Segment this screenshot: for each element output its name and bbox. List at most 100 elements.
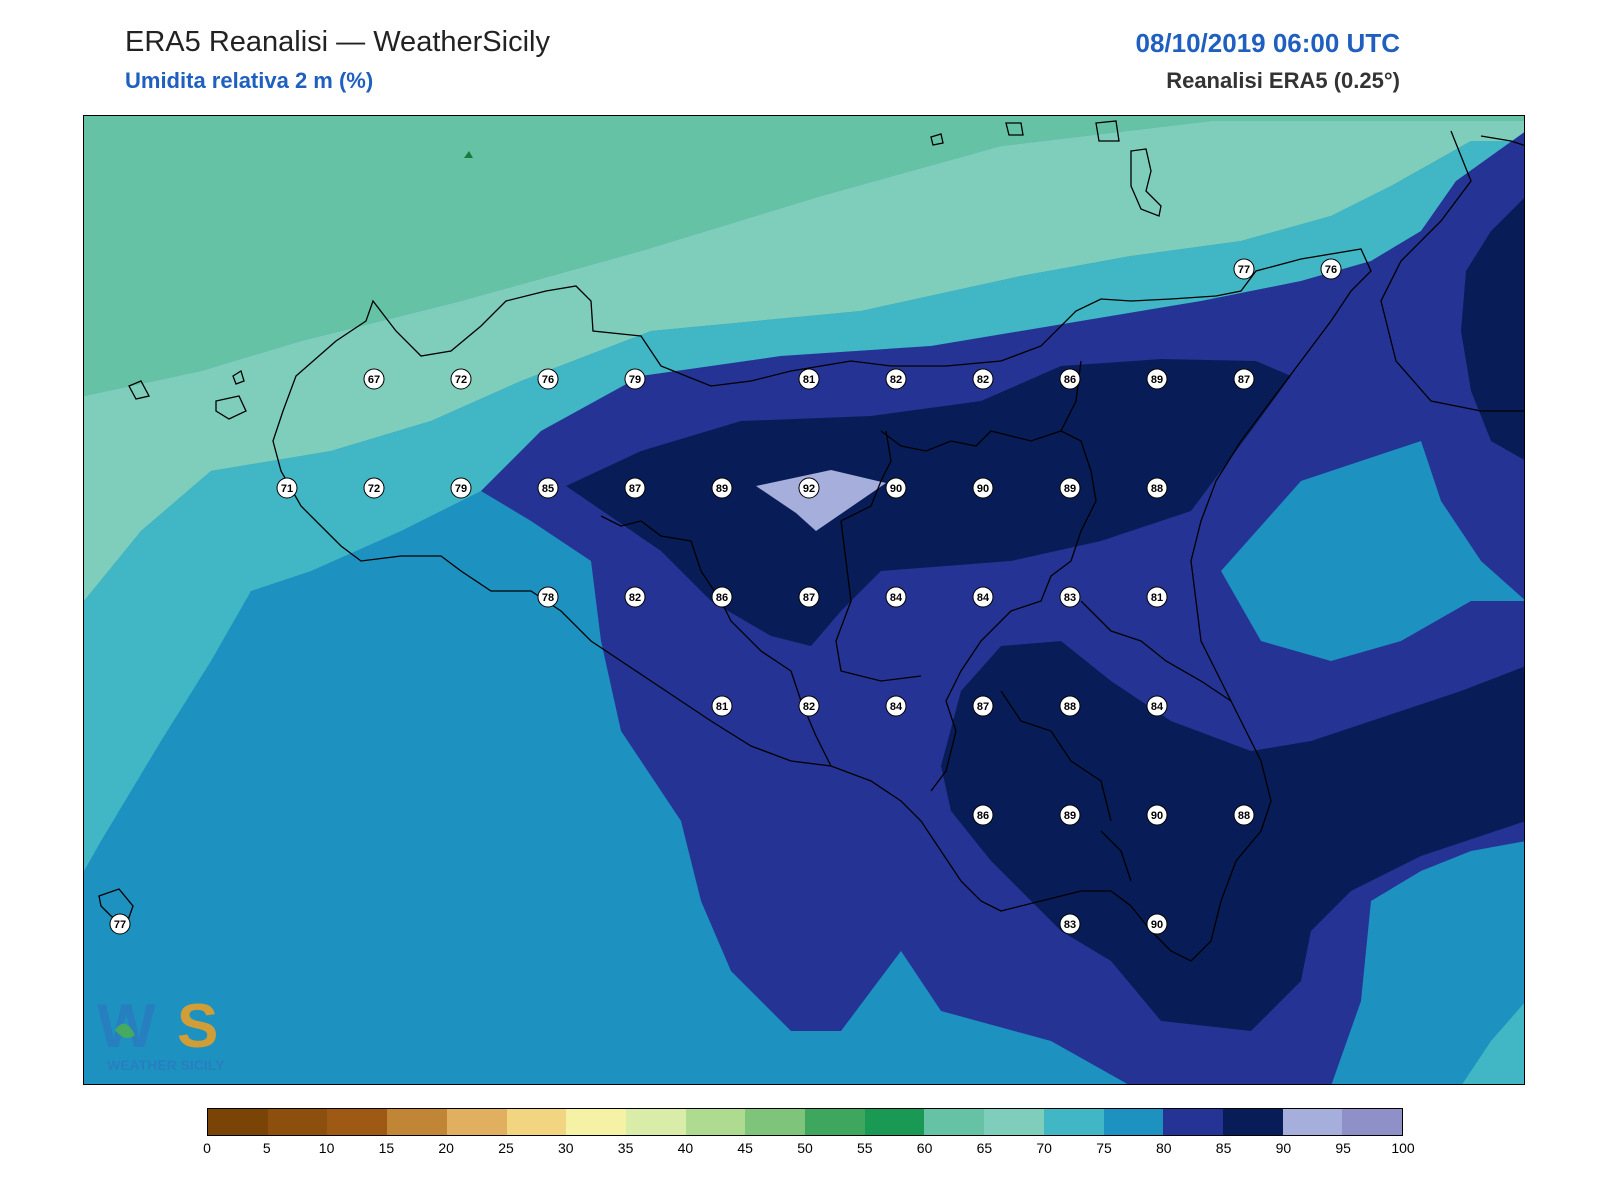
colorbar-tick: 35	[617, 1140, 634, 1156]
station-value: 82	[624, 586, 646, 608]
colorbar-segment	[685, 1109, 746, 1135]
station-value: 84	[1146, 695, 1168, 717]
colorbar-segment	[745, 1109, 806, 1135]
station-value: 86	[972, 804, 994, 826]
station-value: 90	[972, 477, 994, 499]
svg-text:82: 82	[629, 592, 641, 604]
svg-text:82: 82	[977, 374, 989, 386]
svg-text:72: 72	[455, 374, 467, 386]
colorbar-tick: 15	[378, 1140, 395, 1156]
station-value: 81	[711, 695, 733, 717]
station-value: 76	[1320, 258, 1342, 280]
colorbar-segment	[1342, 1109, 1403, 1135]
station-value: 82	[972, 368, 994, 390]
station-value: 84	[972, 586, 994, 608]
svg-text:72: 72	[368, 483, 380, 495]
colorbar-tick: 90	[1275, 1140, 1292, 1156]
colorbar-segment	[984, 1109, 1044, 1135]
colorbar-segment	[327, 1109, 388, 1135]
station-value: 88	[1059, 695, 1081, 717]
colorbar-tick: 50	[797, 1140, 813, 1156]
colorbar-segment	[1103, 1109, 1164, 1135]
band-90-95	[756, 470, 886, 531]
svg-text:77: 77	[1238, 264, 1250, 276]
colorbar-tick: 30	[558, 1140, 574, 1156]
station-value: 82	[798, 695, 820, 717]
colorbar-segment	[387, 1109, 447, 1135]
humidity-map: 67 72 76 79 81 82 82 86 89 87 77 76 71 72 79 85 87 89 92 90…	[83, 115, 1525, 1085]
svg-text:88: 88	[1238, 810, 1250, 822]
colorbar	[207, 1108, 1403, 1136]
station-value: 71	[276, 477, 298, 499]
station-value: 87	[972, 695, 994, 717]
colorbar-segment	[625, 1109, 686, 1135]
colorbar-tick: 85	[1215, 1140, 1232, 1156]
colorbar-segment	[864, 1109, 925, 1135]
svg-text:83: 83	[1064, 919, 1076, 931]
island-marker	[464, 151, 473, 158]
station-value: 87	[798, 586, 820, 608]
map-title: ERA5 Reanalisi — WeatherSicily	[125, 26, 550, 58]
svg-text:88: 88	[1151, 483, 1163, 495]
svg-text:86: 86	[716, 592, 728, 604]
svg-text:90: 90	[890, 483, 902, 495]
svg-text:76: 76	[1325, 264, 1337, 276]
station-value: 89	[1146, 368, 1168, 390]
svg-text:87: 87	[1238, 374, 1250, 386]
svg-text:83: 83	[1064, 592, 1076, 604]
colorbar-segment	[566, 1109, 626, 1135]
station-value: 84	[885, 586, 907, 608]
svg-text:77: 77	[114, 919, 126, 931]
svg-text:86: 86	[1064, 374, 1076, 386]
colorbar-tick: 40	[677, 1140, 694, 1156]
colorbar-segment	[506, 1109, 567, 1135]
colorbar-tick: 60	[916, 1140, 933, 1156]
colorbar-tick: 10	[318, 1140, 335, 1156]
station-value: 90	[1146, 804, 1168, 826]
colorbar-tick: 0	[203, 1140, 211, 1156]
colorbar-tick: 80	[1156, 1140, 1172, 1156]
station-value: 72	[363, 477, 385, 499]
valid-datetime: 08/10/2019 06:00 UTC	[1135, 28, 1400, 58]
station-value: 78	[537, 586, 559, 608]
svg-text:81: 81	[803, 374, 815, 386]
svg-text:89: 89	[1064, 810, 1076, 822]
colorbar-tick: 25	[498, 1140, 514, 1156]
colorbar-tick-labels: 0 5 10 15 20 25 30 35 40 45 50 55 60 65 70 75 80 85 90 95 10…	[203, 1140, 1415, 1160]
colorbar-tick: 95	[1335, 1140, 1351, 1156]
station-value: 84	[885, 695, 907, 717]
colorbar-segment	[1222, 1109, 1283, 1135]
station-value: 77	[1233, 258, 1255, 280]
svg-text:WEATHER SICILY: WEATHER SICILY	[107, 1057, 225, 1073]
colorbar-segment	[446, 1109, 507, 1135]
colorbar-segment	[267, 1109, 328, 1135]
station-value: 85	[537, 477, 559, 499]
svg-text:81: 81	[716, 701, 728, 713]
colorbar-tick: 20	[438, 1140, 454, 1156]
station-value: 87	[1233, 368, 1255, 390]
station-value: 76	[537, 368, 559, 390]
svg-text:81: 81	[1151, 592, 1163, 604]
svg-text:79: 79	[629, 374, 641, 386]
station-value: 89	[1059, 477, 1081, 499]
colorbar-tick: 70	[1036, 1140, 1052, 1156]
data-source: Reanalisi ERA5 (0.25°)	[1166, 68, 1400, 93]
station-value: 90	[885, 477, 907, 499]
station-value: 67	[363, 368, 385, 390]
station-value: 81	[1146, 586, 1168, 608]
station-value: 81	[798, 368, 820, 390]
colorbar-segment	[1043, 1109, 1104, 1135]
band-65-70	[84, 121, 1524, 601]
station-value: 92	[798, 477, 820, 499]
station-value: 82	[885, 368, 907, 390]
station-markers: 67 72 76 79 81 82 82 86 89 87 77 76 71 72 79 85 87 89 92 90…	[109, 258, 1342, 935]
station-value: 90	[1146, 913, 1168, 935]
station-value: 77	[109, 913, 131, 935]
band-70-75	[84, 141, 1524, 871]
svg-text:87: 87	[977, 701, 989, 713]
svg-text:88: 88	[1064, 701, 1076, 713]
band-60-65	[84, 116, 1524, 396]
svg-text:90: 90	[1151, 810, 1163, 822]
svg-text:S: S	[177, 992, 218, 1061]
station-value: 89	[711, 477, 733, 499]
